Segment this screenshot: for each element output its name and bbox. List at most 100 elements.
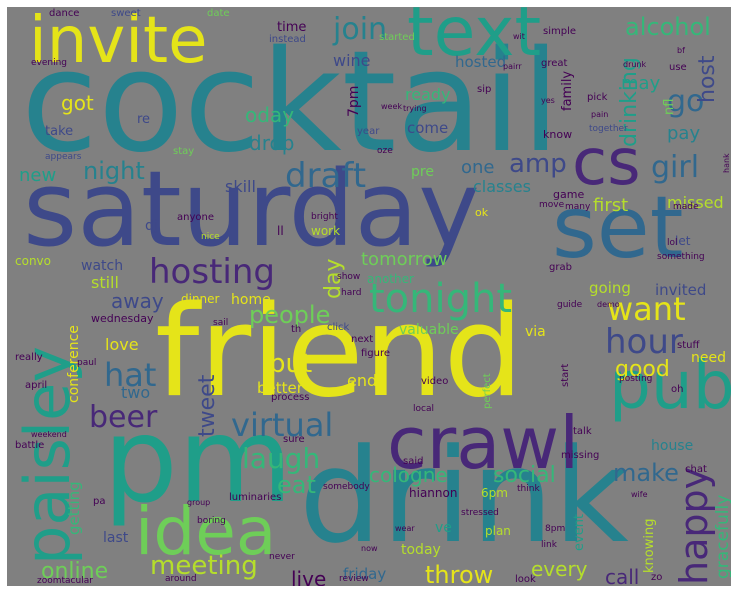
word-meeting: meeting <box>150 551 258 581</box>
word-first: first <box>593 195 629 216</box>
word-ll: ll <box>277 224 284 238</box>
word-trying: trying <box>403 104 427 113</box>
word-come: come <box>407 119 449 137</box>
word-draft: draft <box>285 156 367 196</box>
word-tweet: tweet <box>195 374 220 437</box>
word-crawl: crawl <box>387 401 580 485</box>
word-social: social <box>493 463 556 488</box>
word-set: set <box>552 178 684 278</box>
word-drunk: drunk <box>623 60 647 69</box>
word-hard: hard <box>341 288 362 298</box>
word-around: around <box>165 574 197 584</box>
word-going: going <box>589 279 631 297</box>
word-talk: talk <box>573 426 592 437</box>
word-join: join <box>333 12 388 47</box>
word-work: work <box>311 224 341 238</box>
word-stuff: stuff <box>677 340 700 351</box>
word-perfect: perfect <box>482 373 493 409</box>
word-hosted: hosted <box>455 53 507 71</box>
word-take: take <box>45 124 74 139</box>
word-knowing: knowing <box>642 518 657 573</box>
word-7pm: 7pm <box>346 85 362 117</box>
word-happy: happy <box>672 466 716 585</box>
word-evening: evening <box>31 58 68 68</box>
word-instead: instead <box>269 34 306 45</box>
word-love: love <box>105 335 139 354</box>
word-now: now <box>361 544 378 553</box>
word-made: made <box>673 202 699 212</box>
word-together: together <box>589 124 628 134</box>
word-sure: sure <box>283 434 305 445</box>
word-amp: amp <box>509 149 567 179</box>
word-online: online <box>41 559 109 584</box>
word-local: local <box>413 404 434 414</box>
word-missed: missed <box>667 193 724 212</box>
word-stay: stay <box>173 146 195 157</box>
word-battle: battle <box>15 440 45 451</box>
word-pick: pick <box>587 92 608 103</box>
word-throw: throw <box>425 561 494 586</box>
word-girl: girl <box>651 150 700 185</box>
word-host: host <box>695 55 720 104</box>
word-wine: wine <box>333 51 371 70</box>
word-make: make <box>613 459 679 487</box>
word-bright: bright <box>311 212 338 222</box>
word-th: th <box>291 324 302 335</box>
word-ok: ok <box>475 206 489 219</box>
word-idea: idea <box>135 493 277 570</box>
word-yes: yes <box>541 96 555 105</box>
word-skill: skill <box>225 177 256 196</box>
word-nfl: nfl <box>662 98 677 115</box>
word-dance: dance <box>49 8 80 19</box>
word-ve: ve <box>435 520 452 536</box>
word-every: every <box>531 557 588 581</box>
word-hat: hat <box>104 356 157 394</box>
word-somebody: somebody <box>323 482 370 492</box>
word-go: go <box>667 84 705 119</box>
word-two: two <box>121 383 151 402</box>
word-oday: oday <box>245 103 295 127</box>
word-pa: pa <box>93 496 106 507</box>
word-move: move <box>539 200 565 210</box>
word-sweet: sweet <box>111 8 141 19</box>
word-never: never <box>269 552 295 562</box>
word-drink: drink <box>299 420 629 572</box>
word-8pm: 8pm <box>545 524 566 534</box>
word-zo: zo <box>651 572 663 583</box>
word-anyone: anyone <box>177 212 214 223</box>
word-grab: grab <box>549 262 572 273</box>
word-re: re <box>137 112 151 127</box>
word-week: week <box>381 102 403 111</box>
word-dinner: dinner <box>181 292 220 306</box>
word-plan: plan <box>485 524 511 538</box>
word-today: today <box>401 542 441 558</box>
word-night: night <box>83 157 145 185</box>
word-drop: drop <box>249 131 295 155</box>
word-game: game <box>553 188 585 201</box>
word-tomorrow: tomorrow <box>361 249 448 270</box>
word-video: video <box>421 376 449 387</box>
word-tonight: tonight <box>369 276 513 322</box>
word-luminaries: luminaries <box>229 492 282 503</box>
word-hiannon: hiannon <box>409 486 458 500</box>
word-away: away <box>111 289 164 313</box>
word-link: link <box>541 540 557 550</box>
word-process: process <box>271 392 310 403</box>
word-want: want <box>607 290 686 328</box>
word-gracefully: gracefully <box>713 494 731 579</box>
word-zoomtacular: zoomtacular <box>37 576 93 586</box>
word-missing: missing <box>561 450 600 461</box>
word-paul: paul <box>77 358 97 368</box>
word-may: may <box>621 73 661 94</box>
word-pub: pub <box>609 347 731 424</box>
word-start: start <box>560 363 571 387</box>
word-people: people <box>249 301 331 329</box>
word-wit: wit <box>513 32 525 41</box>
word-home: home <box>231 292 271 308</box>
word-pairr: pairr <box>503 62 522 71</box>
word-text: text <box>407 7 542 72</box>
word-said: said <box>403 456 424 467</box>
word-convo: convo <box>15 254 51 268</box>
word-great: great <box>541 58 568 69</box>
word-saturday: saturday <box>23 148 480 270</box>
